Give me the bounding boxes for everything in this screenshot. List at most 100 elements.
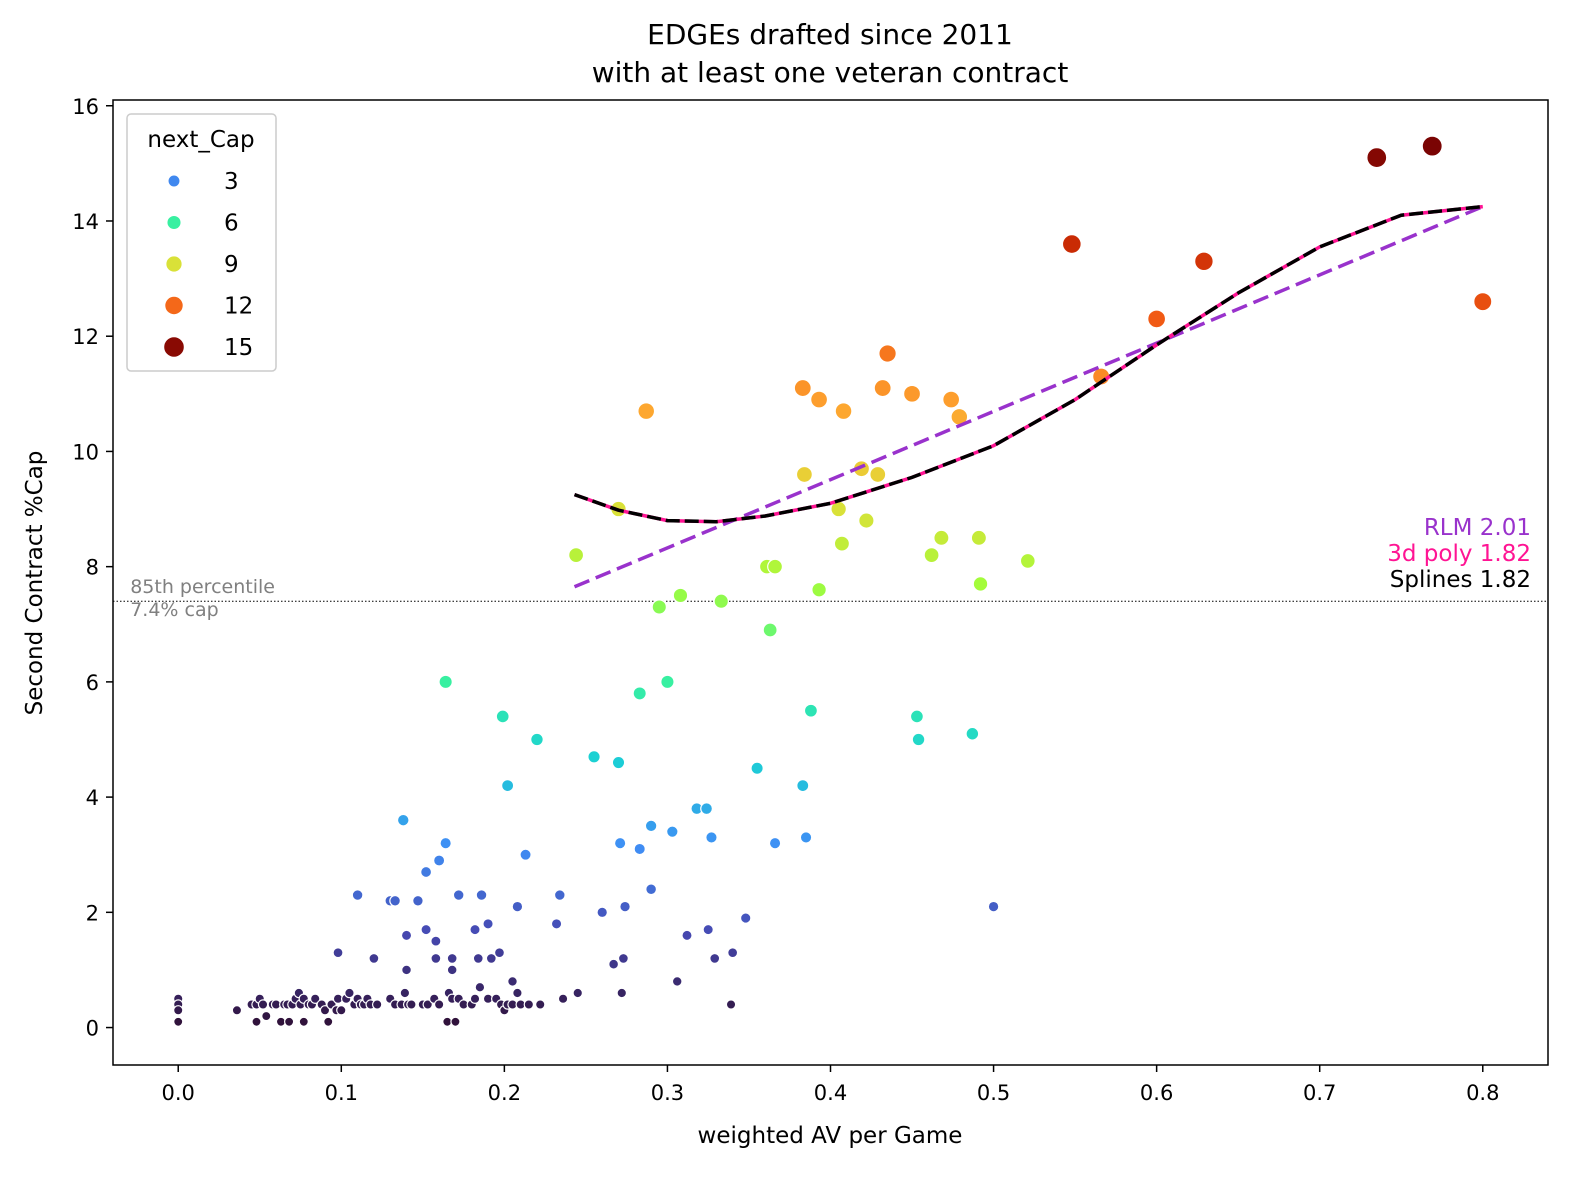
data-point bbox=[1061, 234, 1082, 255]
data-point bbox=[767, 558, 784, 575]
chart-title: EDGEs drafted since 2011 with at least o… bbox=[592, 18, 1069, 89]
data-point bbox=[368, 952, 380, 964]
y-tick-label: 0 bbox=[86, 1017, 99, 1041]
data-point bbox=[834, 402, 853, 421]
reference-line-label: 85th percentile bbox=[130, 576, 275, 598]
data-point bbox=[644, 819, 658, 833]
data-point bbox=[319, 1005, 331, 1016]
data-point bbox=[660, 674, 675, 690]
y-tick-label: 6 bbox=[86, 671, 99, 695]
data-point bbox=[557, 993, 569, 1004]
fit-line-3d-poly bbox=[573, 204, 1483, 524]
data-point bbox=[705, 831, 718, 844]
x-tick-label: 0.1 bbox=[325, 1081, 358, 1105]
data-point bbox=[608, 958, 620, 970]
data-point bbox=[519, 848, 532, 861]
legend-entry-label: 9 bbox=[224, 252, 239, 278]
data-point bbox=[430, 935, 442, 947]
data-point bbox=[795, 465, 813, 484]
data-point bbox=[261, 1010, 272, 1022]
data-point bbox=[810, 390, 829, 409]
legend-marker bbox=[164, 295, 184, 316]
data-point bbox=[501, 778, 515, 793]
chart-title-line-1: EDGEs drafted since 2011 bbox=[647, 18, 1013, 51]
data-point bbox=[811, 581, 827, 598]
data-point bbox=[750, 761, 764, 775]
x-tick-label: 0.8 bbox=[1466, 1081, 1499, 1105]
data-point bbox=[298, 1016, 309, 1027]
data-point bbox=[523, 999, 535, 1010]
data-point bbox=[1421, 135, 1443, 157]
data-point bbox=[727, 947, 739, 959]
reference-line-label: 7.4% cap bbox=[130, 599, 218, 621]
legend-marker bbox=[167, 174, 181, 188]
data-point bbox=[587, 750, 601, 764]
data-point bbox=[450, 1016, 461, 1027]
data-point bbox=[709, 952, 721, 964]
data-point bbox=[796, 778, 810, 793]
data-point bbox=[911, 732, 926, 747]
data-point bbox=[507, 976, 518, 987]
legend-marker bbox=[163, 336, 185, 358]
data-point bbox=[619, 900, 631, 913]
legend-entry-label: 15 bbox=[224, 335, 253, 361]
data-point bbox=[332, 947, 344, 959]
chart-title-line-2: with at least one veteran contract bbox=[592, 56, 1069, 89]
data-point bbox=[495, 709, 510, 724]
data-point bbox=[469, 923, 481, 936]
data-point bbox=[173, 1016, 184, 1027]
data-point bbox=[666, 825, 679, 838]
plot-area-frame bbox=[112, 99, 1549, 1066]
y-tick-label: 16 bbox=[72, 95, 99, 119]
data-point bbox=[681, 929, 693, 942]
data-point bbox=[702, 923, 714, 936]
data-point bbox=[439, 836, 452, 850]
data-point bbox=[803, 703, 818, 718]
data-point bbox=[671, 976, 683, 987]
data-point bbox=[1194, 251, 1214, 272]
x-axis-label: weighted AV per Game bbox=[698, 1123, 963, 1149]
data-point bbox=[482, 918, 494, 930]
data-point bbox=[713, 593, 729, 609]
scatter-points bbox=[172, 135, 1493, 1027]
data-point bbox=[511, 900, 524, 913]
data-point bbox=[833, 535, 851, 552]
data-point bbox=[530, 732, 544, 747]
data-point bbox=[617, 952, 629, 964]
legend-title: next_Cap bbox=[147, 127, 254, 153]
data-point bbox=[474, 981, 486, 993]
data-point bbox=[762, 622, 778, 638]
data-point bbox=[672, 587, 689, 604]
legend: next_Cap 3 6 9 12 15 bbox=[126, 113, 277, 372]
data-point bbox=[433, 854, 446, 867]
data-point bbox=[553, 889, 566, 901]
legend-marker bbox=[166, 214, 182, 231]
data-point bbox=[858, 512, 875, 529]
x-tick-label: 0.4 bbox=[814, 1081, 847, 1105]
fit-score-label: 3d poly 1.82 bbox=[1387, 541, 1531, 567]
data-point bbox=[452, 889, 465, 901]
data-point bbox=[420, 865, 433, 879]
data-point bbox=[371, 999, 383, 1010]
data-point bbox=[446, 964, 458, 976]
data-point bbox=[942, 390, 961, 409]
data-point bbox=[970, 529, 988, 546]
x-tick-label: 0.2 bbox=[488, 1081, 521, 1105]
data-point bbox=[406, 999, 417, 1010]
data-point bbox=[422, 999, 433, 1010]
data-point bbox=[637, 402, 656, 421]
data-point bbox=[309, 993, 321, 1004]
x-tick-label: 0.0 bbox=[162, 1081, 195, 1105]
data-point bbox=[878, 344, 897, 363]
y-tick-label: 8 bbox=[86, 556, 99, 580]
data-point bbox=[616, 987, 628, 999]
data-point bbox=[433, 999, 445, 1010]
data-point bbox=[645, 883, 658, 896]
data-point bbox=[535, 999, 546, 1010]
data-point bbox=[493, 947, 506, 959]
fit-score-label: RLM 2.01 bbox=[1424, 515, 1531, 541]
data-point bbox=[923, 547, 940, 564]
